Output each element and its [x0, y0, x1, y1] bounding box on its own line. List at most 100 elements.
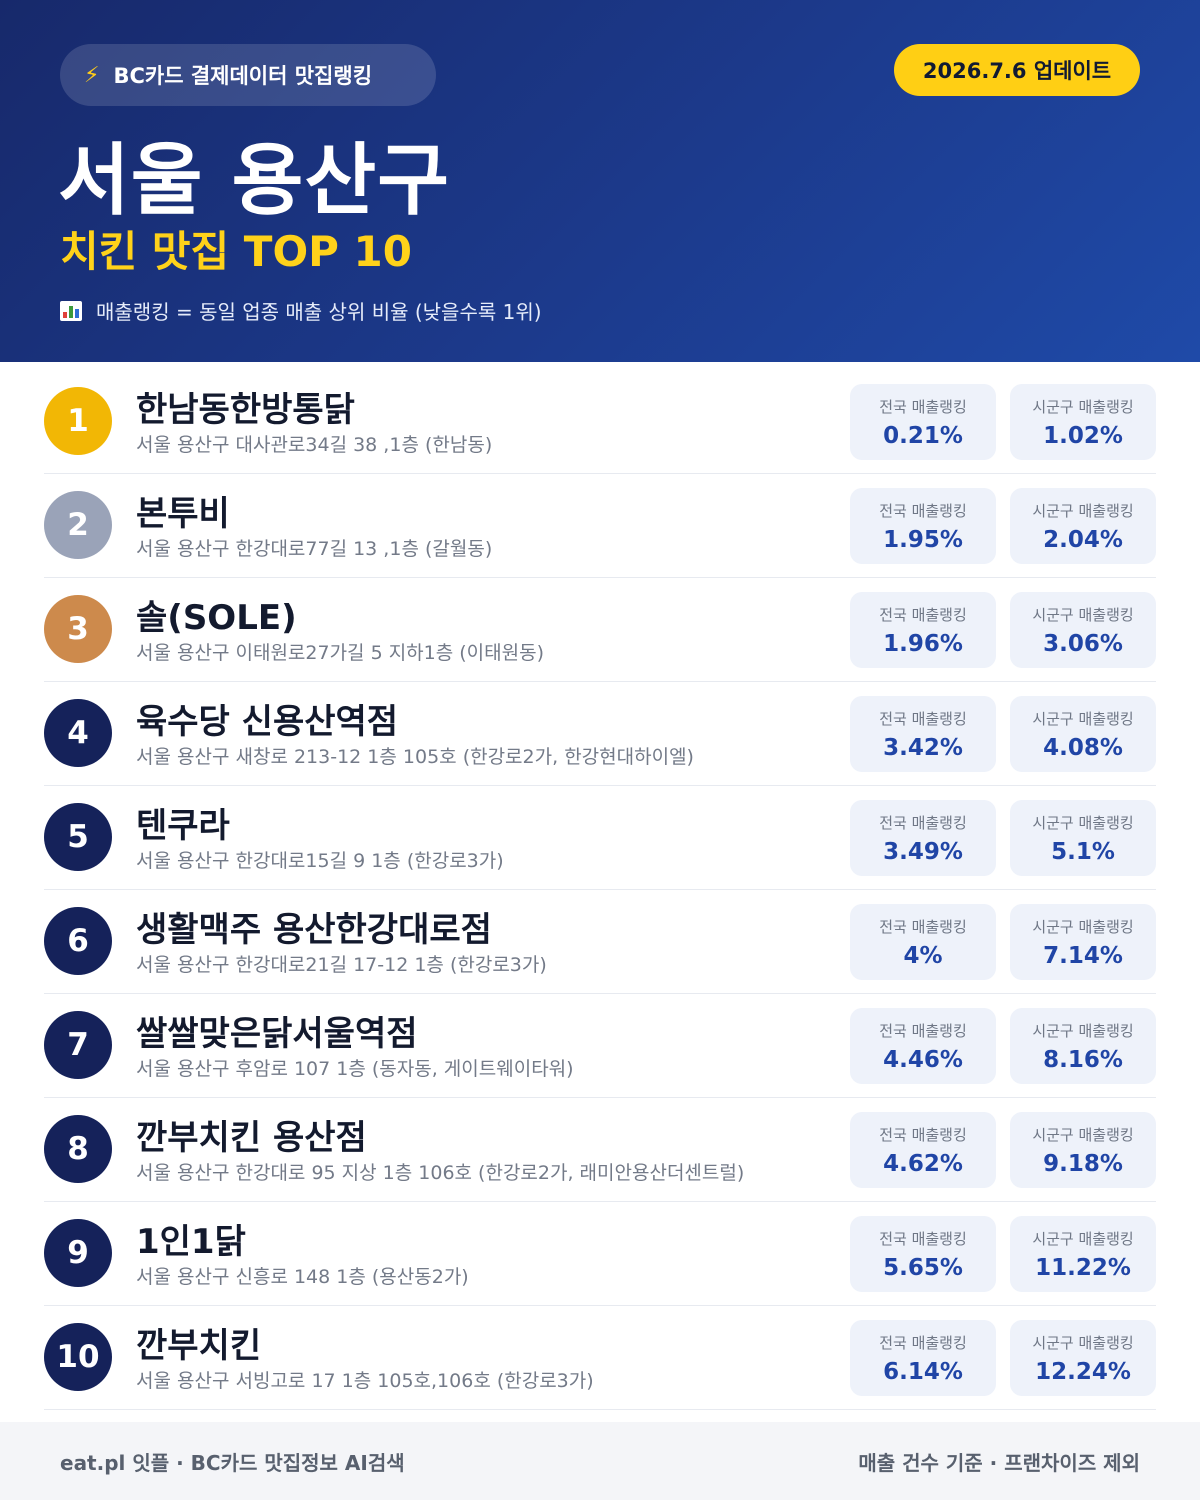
local-ranking-card: 시군구 매출랭킹 4.08% — [1010, 696, 1156, 772]
national-ranking-label: 전국 매출랭킹 — [879, 1229, 967, 1248]
restaurant-address: 서울 용산구 신흥로 148 1층 (용산동2가) — [136, 1266, 469, 1288]
local-ranking-label: 시군구 매출랭킹 — [1032, 1021, 1134, 1040]
local-ranking-value: 4.08% — [1043, 734, 1123, 761]
local-ranking-label: 시군구 매출랭킹 — [1032, 1125, 1134, 1144]
page-title: 서울 용산구 — [58, 136, 450, 226]
local-ranking-card: 시군구 매출랭킹 2.04% — [1010, 488, 1156, 564]
restaurant-address: 서울 용산구 대사관로34길 38 ,1층 (한남동) — [136, 434, 493, 456]
restaurant-name: 한남동한방통닭 — [136, 390, 355, 430]
local-ranking-card: 시군구 매출랭킹 12.24% — [1010, 1320, 1156, 1396]
national-ranking-label: 전국 매출랭킹 — [879, 605, 967, 624]
rank-badge: 7 — [44, 1011, 112, 1079]
restaurant-address: 서울 용산구 한강대로21길 17-12 1층 (한강로3가) — [136, 954, 547, 976]
restaurant-address: 서울 용산구 한강대로15길 9 1층 (한강로3가) — [136, 850, 504, 872]
local-ranking-card: 시군구 매출랭킹 11.22% — [1010, 1216, 1156, 1292]
restaurant-name: 생활맥주 용산한강대로점 — [136, 910, 492, 950]
national-ranking-value: 4.46% — [883, 1046, 963, 1073]
rank-badge: 9 — [44, 1219, 112, 1287]
national-ranking-value: 1.96% — [883, 630, 963, 657]
national-ranking-value: 5.65% — [883, 1254, 963, 1281]
national-ranking-card: 전국 매출랭킹 4% — [850, 904, 996, 980]
national-ranking-value: 0.21% — [883, 422, 963, 449]
local-ranking-value: 9.18% — [1043, 1150, 1123, 1177]
national-ranking-label: 전국 매출랭킹 — [879, 1333, 967, 1352]
restaurant-address: 서울 용산구 새창로 213-12 1층 105호 (한강로2가, 한강현대하이… — [136, 746, 694, 768]
source-badge: ⚡ BC카드 결제데이터 맛집랭킹 — [60, 44, 436, 106]
local-ranking-card: 시군구 매출랭킹 9.18% — [1010, 1112, 1156, 1188]
list-item[interactable]: 10 깐부치킨 서울 용산구 서빙고로 17 1층 105호,106호 (한강로3가… — [44, 1306, 1156, 1410]
footer-criteria: 매출 건수 기준 · 프랜차이즈 제외 — [858, 1450, 1140, 1475]
local-ranking-value: 8.16% — [1043, 1046, 1123, 1073]
national-ranking-card: 전국 매출랭킹 4.62% — [850, 1112, 996, 1188]
national-ranking-value: 4% — [903, 942, 943, 969]
national-ranking-value: 3.42% — [883, 734, 963, 761]
national-ranking-value: 3.49% — [883, 838, 963, 865]
national-ranking-value: 6.14% — [883, 1358, 963, 1385]
local-ranking-card: 시군구 매출랭킹 3.06% — [1010, 592, 1156, 668]
local-ranking-value: 12.24% — [1035, 1358, 1131, 1385]
local-ranking-card: 시군구 매출랭킹 8.16% — [1010, 1008, 1156, 1084]
rank-badge: 2 — [44, 491, 112, 559]
rank-badge: 3 — [44, 595, 112, 663]
national-ranking-label: 전국 매출랭킹 — [879, 813, 967, 832]
national-ranking-label: 전국 매출랭킹 — [879, 1021, 967, 1040]
restaurant-name: 육수당 신용산역점 — [136, 702, 399, 742]
local-ranking-card: 시군구 매출랭킹 1.02% — [1010, 384, 1156, 460]
national-ranking-label: 전국 매출랭킹 — [879, 397, 967, 416]
local-ranking-label: 시군구 매출랭킹 — [1032, 813, 1134, 832]
local-ranking-label: 시군구 매출랭킹 — [1032, 605, 1134, 624]
restaurant-address: 서울 용산구 한강대로77길 13 ,1층 (갈월동) — [136, 538, 493, 560]
restaurant-address: 서울 용산구 서빙고로 17 1층 105호,106호 (한강로3가) — [136, 1370, 594, 1392]
national-ranking-value: 1.95% — [883, 526, 963, 553]
local-ranking-value: 1.02% — [1043, 422, 1123, 449]
national-ranking-label: 전국 매출랭킹 — [879, 917, 967, 936]
restaurant-name: 본투비 — [136, 494, 230, 534]
national-ranking-card: 전국 매출랭킹 6.14% — [850, 1320, 996, 1396]
national-ranking-label: 전국 매출랭킹 — [879, 709, 967, 728]
restaurant-name: 솔(SOLE) — [136, 598, 297, 638]
footer-source: eat.pl 잇플 · BC카드 맛집정보 AI검색 — [60, 1450, 405, 1475]
national-ranking-card: 전국 매출랭킹 4.46% — [850, 1008, 996, 1084]
national-ranking-card: 전국 매출랭킹 1.95% — [850, 488, 996, 564]
national-ranking-value: 4.62% — [883, 1150, 963, 1177]
local-ranking-label: 시군구 매출랭킹 — [1032, 1333, 1134, 1352]
list-item[interactable]: 8 깐부치킨 용산점 서울 용산구 한강대로 95 지상 1층 106호 (한강로2… — [44, 1098, 1156, 1202]
local-ranking-label: 시군구 매출랭킹 — [1032, 1229, 1134, 1248]
local-ranking-value: 3.06% — [1043, 630, 1123, 657]
rank-badge: 6 — [44, 907, 112, 975]
rank-badge: 5 — [44, 803, 112, 871]
restaurant-name: 1인1닭 — [136, 1222, 246, 1262]
lightning-icon: ⚡ — [84, 62, 100, 88]
national-ranking-card: 전국 매출랭킹 0.21% — [850, 384, 996, 460]
restaurant-address: 서울 용산구 이태원로27가길 5 지하1층 (이태원동) — [136, 642, 545, 664]
restaurant-name: 텐쿠라 — [136, 806, 230, 846]
page-subtitle: 치킨 맛집 TOP 10 — [60, 227, 413, 276]
list-item[interactable]: 3 솔(SOLE) 서울 용산구 이태원로27가길 5 지하1층 (이태원동) 전국 … — [44, 578, 1156, 682]
local-ranking-label: 시군구 매출랭킹 — [1032, 397, 1134, 416]
rank-badge: 1 — [44, 387, 112, 455]
national-ranking-card: 전국 매출랭킹 3.42% — [850, 696, 996, 772]
restaurant-address: 서울 용산구 한강대로 95 지상 1층 106호 (한강로2가, 래미안용산더… — [136, 1162, 745, 1184]
ranking-note-text: 매출랭킹 = 동일 업종 매출 상위 비율 (낮을수록 1위) — [96, 300, 542, 324]
restaurant-name: 깐부치킨 — [136, 1326, 262, 1366]
local-ranking-value: 11.22% — [1035, 1254, 1131, 1281]
footer: eat.pl 잇플 · BC카드 맛집정보 AI검색 매출 건수 기준 · 프랜… — [0, 1422, 1200, 1500]
restaurant-name: 쌀쌀맞은닭서울역점 — [136, 1014, 418, 1054]
update-date-badge: 2026.7.6 업데이트 — [894, 44, 1140, 96]
list-item[interactable]: 4 육수당 신용산역점 서울 용산구 새창로 213-12 1층 105호 (한강로… — [44, 682, 1156, 786]
source-badge-label: BC카드 결제데이터 맛집랭킹 — [113, 64, 373, 88]
national-ranking-card: 전국 매출랭킹 3.49% — [850, 800, 996, 876]
local-ranking-label: 시군구 매출랭킹 — [1032, 917, 1134, 936]
local-ranking-label: 시군구 매출랭킹 — [1032, 501, 1134, 520]
local-ranking-label: 시군구 매출랭킹 — [1032, 709, 1134, 728]
bar-chart-icon — [60, 300, 82, 321]
local-ranking-value: 2.04% — [1043, 526, 1123, 553]
restaurant-address: 서울 용산구 후암로 107 1층 (동자동, 게이트웨이타워) — [136, 1058, 574, 1080]
